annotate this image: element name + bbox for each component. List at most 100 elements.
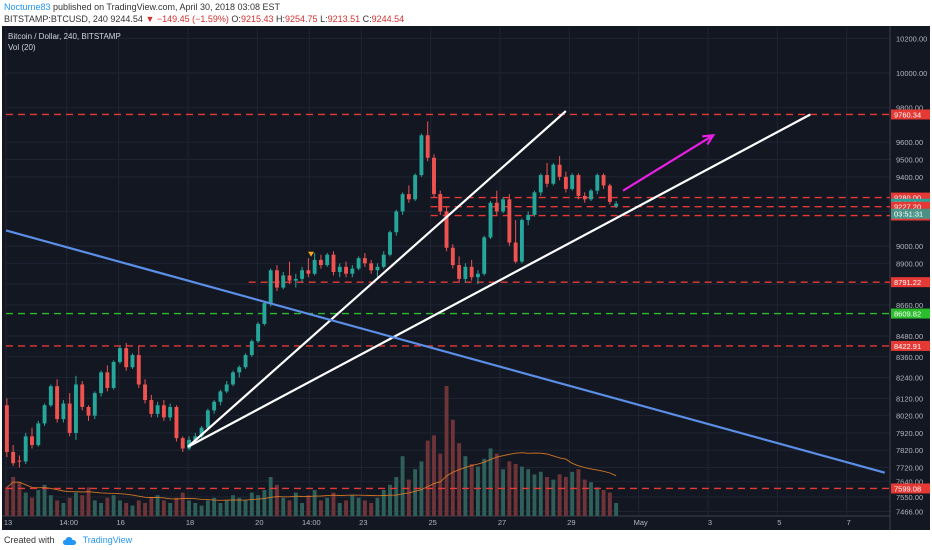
volume-bar [545,477,549,516]
volume-bar [469,464,474,516]
volume-bar [205,500,210,516]
volume-bar [11,477,16,516]
volume-bar [99,503,104,516]
candle-body [325,254,330,266]
candle-body [193,436,198,440]
price-axis-label: 7820.00 [896,446,923,455]
volume-bar [570,471,575,516]
open-label: O: [231,14,241,24]
volume-bar [111,495,116,516]
volume-bar [143,503,147,516]
time-axis-label: 25 [428,518,436,527]
candle-body [155,405,160,414]
price-change: ▼ −149.45 (−1.59%) [145,14,229,24]
event-marker [308,251,315,257]
candle-body [344,266,348,274]
volume-bar [331,492,336,516]
volume-bar [61,503,66,516]
candle-body [224,384,229,392]
arrow-head [702,133,716,146]
author-link[interactable]: Nocturne83 [4,2,51,12]
volume-bar [362,500,367,516]
price-axis-label: 8240.00 [896,374,923,383]
candle-body [607,185,612,202]
volume-bar [494,453,499,516]
price-tag [891,201,930,212]
time-axis-label: May [634,518,648,527]
candle-body [356,258,361,269]
price-axis-label: 7550.00 [896,493,923,502]
candle-body [136,355,141,385]
white-trendline [187,113,811,448]
price-chart[interactable]: 10200.00 10000.00 9800.00 9600.00 9500.00 940… [2,26,930,530]
candle-body [494,202,499,212]
volume-bar [614,503,619,516]
candle-body [80,384,85,407]
volume-bar [476,466,480,516]
volume-bar [519,466,524,516]
candle-body [17,460,22,462]
price-axis-label: 8660.00 [896,301,923,310]
volume-bar [306,495,311,516]
candle-body [438,194,443,212]
candle-body [124,348,129,368]
candle-body [413,175,418,200]
price-axis-label: 7720.00 [896,464,923,473]
candle-body [149,400,154,414]
candle-body [507,199,512,243]
volume-bar [86,487,91,516]
candle-body [469,266,474,278]
volume-bar [538,471,543,516]
close-value: 9244.54 [371,14,405,24]
candle-body [168,406,173,418]
candle-body [67,403,72,433]
volume-bar [287,500,292,516]
volume-bar [607,492,612,516]
time-axis-label: 18 [186,518,194,527]
candle-body [262,303,267,324]
volume-bar [55,500,60,516]
volume-bar [526,469,531,516]
volume-bar [199,505,204,516]
volume-bar [67,497,72,516]
candle-body [362,258,367,264]
low-value: 9213.51 [327,14,361,24]
price-axis-label: 8360.00 [896,353,923,362]
ohlc-line: BITSTAMP:BTCUSD, 240 9244.54 ▼ −149.45 (… [4,14,404,24]
volume-bar [532,474,537,516]
volume-bar [224,500,229,516]
time-axis-label: 23 [359,518,367,527]
volume-bar [17,482,22,516]
candle-body [400,194,405,212]
candle-body [551,164,556,184]
candle-body [92,393,97,416]
tradingview-brand-link[interactable]: TradingView [82,535,133,545]
price-axis-label: 9500.00 [896,156,923,165]
candle-body [306,270,311,274]
candle-body [394,211,399,233]
chart-header: Nocturne83 published on TradingView.com,… [0,0,932,26]
high-value: 9254.75 [285,14,318,24]
volume-bar [48,495,53,516]
candle-body [4,405,9,452]
legend-volume: Vol (20) [8,43,36,52]
candle-body [231,372,235,385]
candle-body [212,401,217,411]
volume-bar [457,443,462,516]
countdown-label: 03:51:31 [894,210,923,219]
time-axis-label: 14:00 [302,518,321,527]
volume-bar [92,500,97,516]
volume-bar [275,484,279,516]
volume-bar [356,497,361,516]
volume-bar [136,500,141,516]
volume-bar [501,469,506,516]
price-tag [891,308,930,319]
volume-bar [36,490,41,516]
time-axis-label: 5 [777,518,781,527]
volume-bar [406,479,411,516]
time-axis-label: 3 [708,518,712,527]
candle-body [256,323,261,342]
volume-bar [174,497,179,516]
chart-area[interactable]: 10200.00 10000.00 9800.00 9600.00 9500.00 940… [2,26,930,530]
volume-bar [124,503,129,516]
